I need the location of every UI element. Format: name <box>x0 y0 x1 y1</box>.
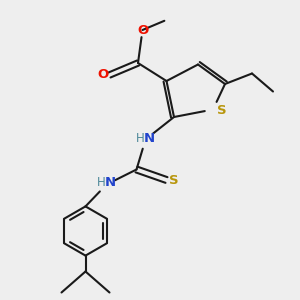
Text: S: S <box>217 104 226 118</box>
Text: O: O <box>137 23 148 37</box>
Text: H: H <box>97 176 106 190</box>
Text: O: O <box>97 68 109 82</box>
Text: S: S <box>169 173 178 187</box>
Text: N: N <box>143 131 155 145</box>
Text: H: H <box>136 131 145 145</box>
Text: N: N <box>104 176 116 190</box>
